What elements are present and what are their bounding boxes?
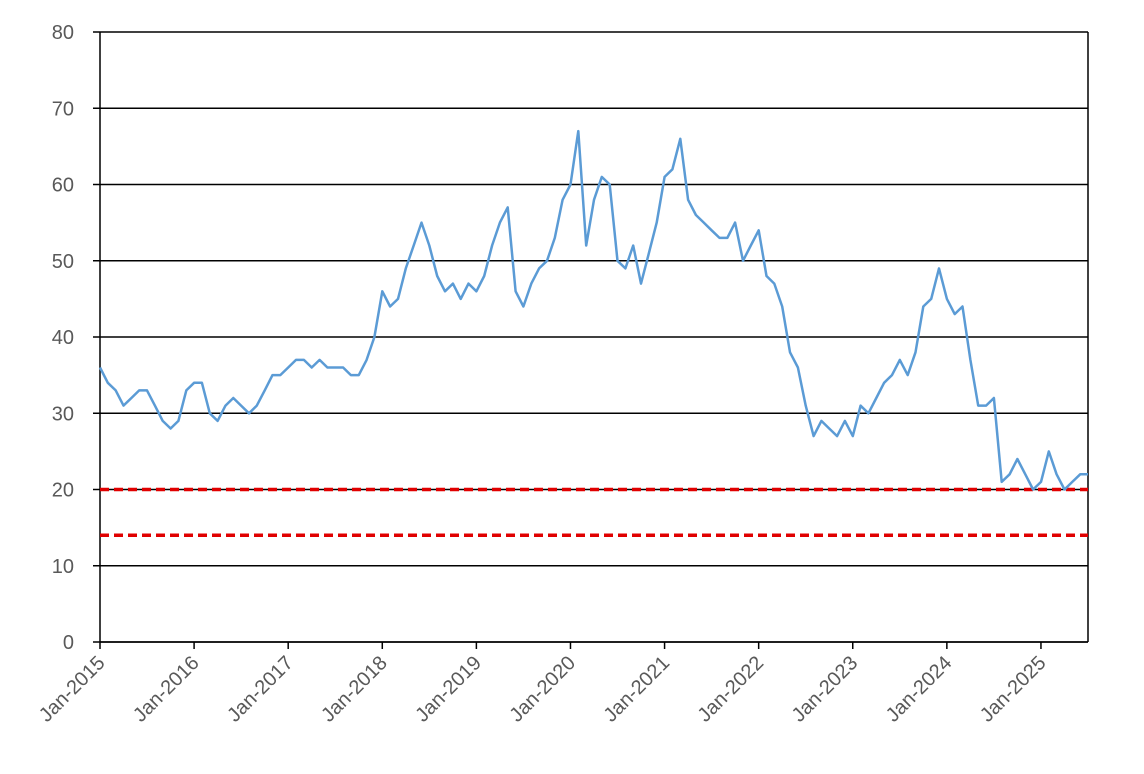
y-tick-label: 80 <box>52 22 74 44</box>
y-tick-label: 70 <box>52 98 74 120</box>
y-tick-label: 0 <box>63 632 74 654</box>
y-tick-label: 20 <box>52 480 74 502</box>
x-tick-label: Jan-2021 <box>600 652 675 727</box>
x-tick-label: Jan-2022 <box>694 652 769 727</box>
y-tick-label: 10 <box>52 556 74 578</box>
x-tick-label: Jan-2024 <box>882 652 957 727</box>
y-tick-label: 50 <box>52 251 74 273</box>
x-tick-label: Jan-2020 <box>505 652 580 727</box>
data-line <box>98 129 1088 491</box>
x-tick-label: Jan-2016 <box>129 652 204 727</box>
y-tick-label: 40 <box>52 327 74 349</box>
x-tick-label: Jan-2015 <box>35 652 110 727</box>
y-tick-label: 60 <box>52 175 74 197</box>
x-tick-label: Jan-2017 <box>223 652 298 727</box>
x-tick-label: Jan-2019 <box>411 652 486 727</box>
y-tick-label: 30 <box>52 403 74 425</box>
x-tick-label: Jan-2018 <box>317 652 392 727</box>
x-tick-label: Jan-2023 <box>788 652 863 727</box>
x-tick-label: Jan-2025 <box>976 652 1051 727</box>
